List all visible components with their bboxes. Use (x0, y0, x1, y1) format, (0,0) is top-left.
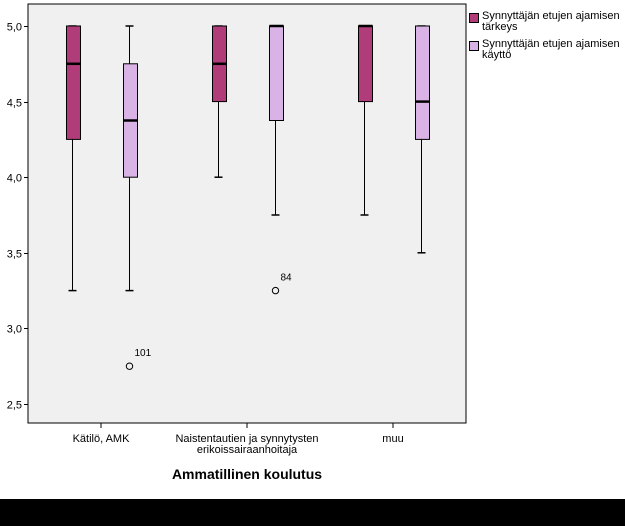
y-tick-label: 2,5 (7, 400, 22, 412)
y-tick-label: 5,0 (7, 22, 22, 34)
legend-swatch (469, 41, 479, 51)
legend-label: tärkeys (482, 21, 518, 33)
x-category-label: Kätilö, AMK (73, 433, 131, 445)
y-tick-label: 3,5 (7, 249, 22, 261)
legend-label: käyttö (482, 49, 511, 61)
boxplot-chart: 5,0 4,5 4,0 3,5 3,0 2,5 Kätilö, AMK Naistentaut… (7, 3, 620, 482)
footer-bar (0, 499, 625, 526)
outlier-label: 84 (281, 273, 293, 284)
legend-label: Synnyttäjän etujen ajamisen (482, 38, 620, 50)
x-category-label: erikoissairaanhoitaja (197, 444, 298, 456)
y-tick-label: 3,0 (7, 324, 22, 336)
box (358, 25, 373, 103)
x-axis-title: Ammatillinen koulutus (172, 466, 322, 482)
x-category-label: Naistentautien ja synnytysten (175, 433, 318, 445)
outlier-label: 101 (135, 348, 152, 359)
x-category-label: muu (382, 433, 403, 445)
box (415, 25, 430, 140)
outlier-point (125, 362, 134, 370)
box (66, 25, 81, 140)
y-tick-label: 4,5 (7, 98, 22, 110)
legend-swatch (469, 13, 479, 23)
legend-label: Synnyttäjän etujen ajamisen (482, 10, 620, 22)
y-tick-label: 4,0 (7, 173, 22, 185)
outlier-point (271, 286, 280, 295)
box (269, 25, 284, 121)
plot-area (27, 3, 467, 424)
